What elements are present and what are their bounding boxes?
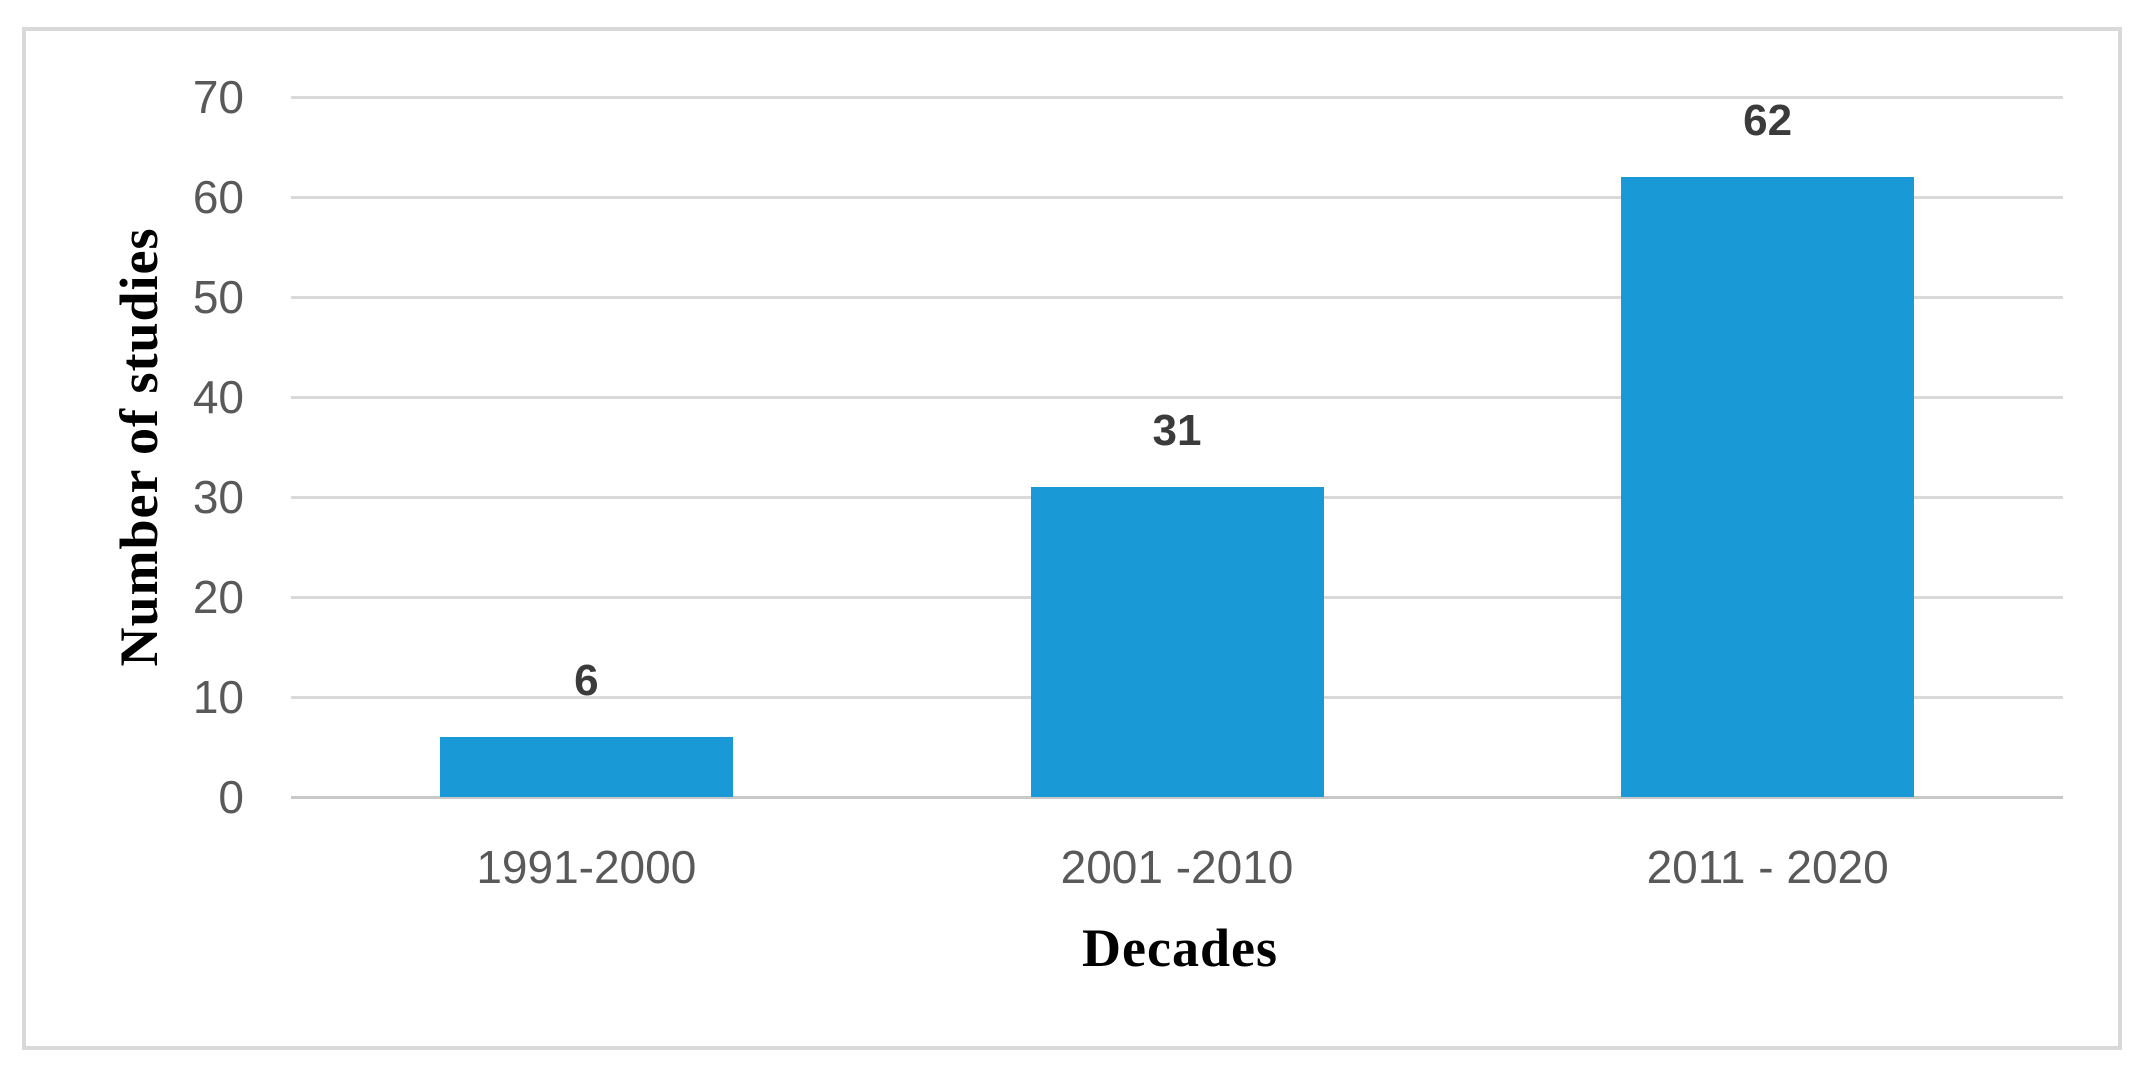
gridline-50 xyxy=(291,296,2063,299)
y-tick-label-60: 60 xyxy=(192,171,244,223)
bar-value-label: 6 xyxy=(574,656,599,705)
gridline-40 xyxy=(291,396,2063,399)
x-category-label: 2011 - 2020 xyxy=(1646,841,1889,893)
y-tick-label-70: 70 xyxy=(192,71,244,123)
bar-1991-2000 xyxy=(439,737,733,797)
y-tick-label-40: 40 xyxy=(192,371,244,423)
bar-value-label: 31 xyxy=(1152,406,1202,455)
gridline-70 xyxy=(291,96,2063,99)
y-tick-label-30: 30 xyxy=(192,471,244,523)
x-category-label: 1991-2000 xyxy=(476,841,697,893)
y-axis-title: Number of studies xyxy=(109,227,169,667)
y-tick-label-10: 10 xyxy=(192,671,244,723)
bar-chart-figure: 0 10 20 30 40 50 60 70 1991-2000 2001 -2010 2011 … xyxy=(22,27,2122,1050)
bar-2011-2020 xyxy=(1621,177,1915,797)
gridline-60 xyxy=(291,196,2063,199)
x-category-label: 2001 -2010 xyxy=(1060,841,1294,893)
y-tick-label-20: 20 xyxy=(192,571,244,623)
bar-2001-2010 xyxy=(1030,487,1324,797)
y-tick-label-50: 50 xyxy=(192,271,244,323)
x-axis-line xyxy=(291,796,2063,799)
bar-value-label: 62 xyxy=(1743,96,1793,145)
y-tick-label-0: 0 xyxy=(218,771,244,823)
x-axis-title: Decades xyxy=(1082,918,1278,978)
